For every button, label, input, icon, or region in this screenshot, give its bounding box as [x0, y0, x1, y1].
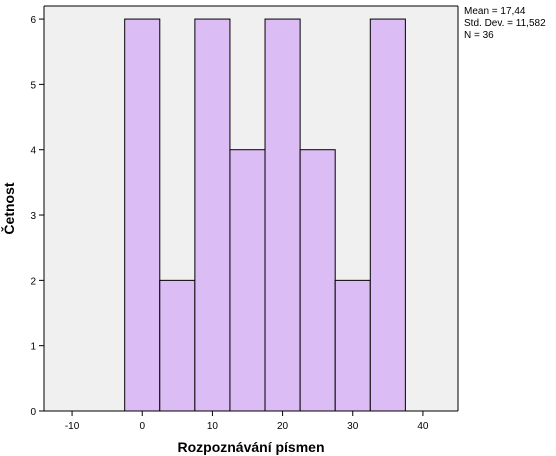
statistics-legend: Mean = 17,44 Std. Dev. = 11,582 N = 36: [464, 6, 546, 42]
x-tick-label-5: 40: [417, 421, 429, 432]
x-tick-label-3: 20: [277, 421, 289, 432]
histogram-bar-7: [369, 18, 406, 412]
y-tick-label-4: 4: [30, 146, 36, 157]
histogram-bar-3: [229, 149, 266, 412]
x-tick-label-0: -10: [65, 421, 80, 432]
histogram-bar-5: [299, 149, 336, 412]
y-tick-label-2: 2: [30, 276, 36, 287]
y-tick-label-0: 0: [30, 407, 36, 418]
histogram-bar-4: [264, 18, 301, 412]
y-tick-label-3: 3: [30, 211, 36, 222]
y-tick-label-6: 6: [30, 15, 36, 26]
axes-group: -10 0 10 20 30 40 0 1 2 3 4 5 6: [30, 5, 459, 432]
y-axis-title: Četnost: [0, 182, 17, 234]
y-tick-label-1: 1: [30, 342, 36, 353]
x-tick-label-2: 10: [207, 421, 219, 432]
stat-n: N = 36: [464, 30, 494, 41]
histogram-bar-1: [159, 279, 196, 412]
histogram-bar-2: [194, 18, 231, 412]
stat-mean: Mean = 17,44: [464, 6, 526, 17]
histogram-bar-0: [124, 18, 161, 412]
x-axis-title: Rozpoznávání písmen: [177, 439, 324, 455]
x-tick-label-1: 0: [139, 421, 145, 432]
histogram-bar-6: [334, 279, 371, 412]
stat-std-dev: Std. Dev. = 11,582: [464, 18, 546, 29]
y-tick-label-5: 5: [30, 80, 36, 91]
x-tick-label-4: 30: [347, 421, 359, 432]
bars-group: [124, 18, 406, 412]
